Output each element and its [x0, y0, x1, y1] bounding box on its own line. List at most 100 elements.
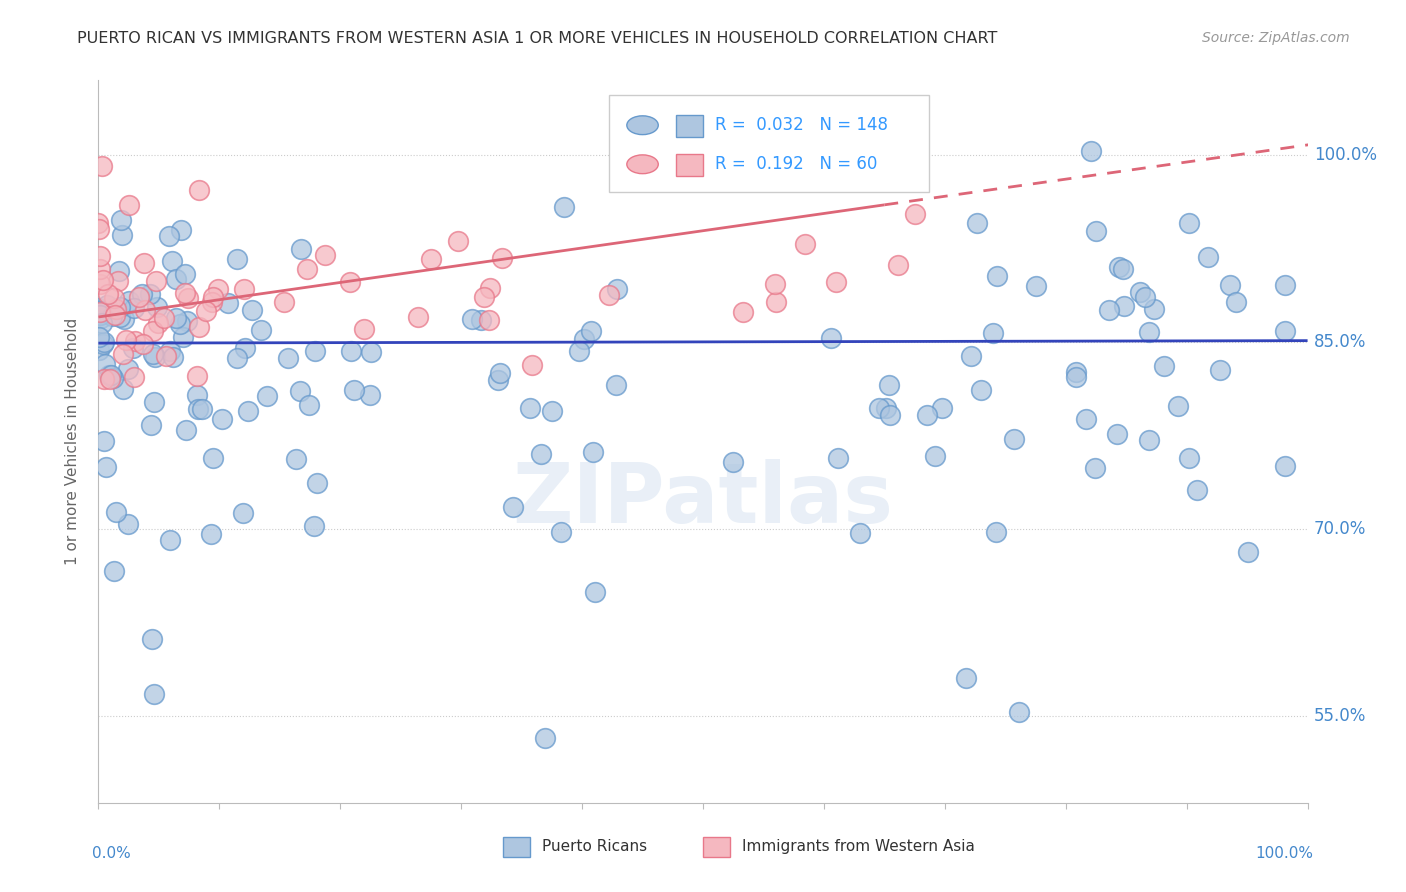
- Point: [502, 500, 524, 514]
- Point: [143, 688, 166, 702]
- Point: [314, 248, 336, 262]
- Point: [568, 344, 591, 359]
- Point: [143, 351, 166, 365]
- Point: [583, 584, 606, 599]
- Point: [1084, 461, 1107, 475]
- Point: [128, 290, 150, 304]
- Point: [87, 301, 110, 315]
- Point: [240, 302, 263, 317]
- Point: [1098, 303, 1121, 318]
- Point: [90, 311, 112, 326]
- Point: [1274, 458, 1296, 473]
- Point: [188, 183, 211, 197]
- Point: [419, 252, 441, 266]
- Point: [359, 388, 381, 402]
- Point: [96, 459, 118, 474]
- Text: R =  0.192   N = 60: R = 0.192 N = 60: [716, 155, 877, 173]
- Point: [174, 267, 197, 281]
- Point: [1167, 399, 1189, 413]
- Point: [226, 252, 249, 267]
- Point: [825, 275, 848, 289]
- Point: [112, 311, 135, 326]
- Point: [827, 450, 849, 465]
- Point: [146, 300, 169, 314]
- Point: [955, 671, 977, 685]
- Point: [139, 286, 162, 301]
- Point: [117, 362, 139, 376]
- Point: [200, 527, 222, 541]
- Point: [1080, 144, 1102, 158]
- Point: [139, 417, 162, 432]
- Point: [160, 253, 183, 268]
- Point: [97, 368, 120, 382]
- Point: [288, 384, 311, 399]
- Point: [1177, 451, 1199, 466]
- Point: [91, 159, 114, 173]
- Point: [256, 389, 278, 403]
- Point: [1237, 544, 1260, 558]
- Point: [115, 333, 138, 347]
- Point: [103, 309, 125, 323]
- Point: [1153, 359, 1175, 374]
- Point: [1107, 426, 1129, 441]
- Point: [605, 377, 627, 392]
- Point: [174, 286, 197, 301]
- Point: [104, 302, 127, 317]
- Text: 0.0%: 0.0%: [93, 847, 131, 861]
- Point: [89, 222, 111, 236]
- Text: 100.0%: 100.0%: [1256, 847, 1313, 861]
- Point: [904, 207, 927, 221]
- FancyBboxPatch shape: [703, 837, 730, 857]
- Point: [763, 277, 786, 291]
- Point: [112, 383, 135, 397]
- Text: PUERTO RICAN VS IMMIGRANTS FROM WESTERN ASIA 1 OR MORE VEHICLES IN HOUSEHOLD COR: PUERTO RICAN VS IMMIGRANTS FROM WESTERN …: [77, 31, 998, 46]
- Point: [207, 282, 229, 296]
- Point: [606, 282, 628, 296]
- Point: [1108, 260, 1130, 274]
- Point: [875, 401, 897, 415]
- Point: [519, 401, 541, 415]
- Point: [297, 261, 319, 276]
- Point: [340, 344, 363, 359]
- Point: [201, 294, 224, 309]
- Point: [408, 310, 430, 325]
- FancyBboxPatch shape: [676, 154, 703, 176]
- Point: [111, 347, 134, 361]
- Point: [794, 236, 817, 251]
- Point: [1274, 324, 1296, 338]
- Point: [177, 291, 200, 305]
- Point: [1112, 261, 1135, 276]
- Point: [1137, 325, 1160, 339]
- Point: [983, 326, 1005, 341]
- Point: [186, 369, 208, 384]
- Point: [343, 384, 366, 398]
- Point: [478, 312, 501, 326]
- Point: [89, 343, 111, 357]
- Point: [93, 335, 115, 350]
- Point: [1129, 285, 1152, 299]
- Point: [1076, 412, 1098, 426]
- Point: [90, 304, 112, 318]
- Point: [118, 198, 141, 212]
- Point: [122, 301, 145, 315]
- Point: [534, 731, 557, 745]
- Point: [174, 423, 197, 437]
- Point: [89, 305, 111, 319]
- Point: [478, 281, 501, 295]
- Point: [217, 295, 239, 310]
- FancyBboxPatch shape: [503, 837, 530, 857]
- Point: [284, 451, 307, 466]
- Text: Immigrants from Western Asia: Immigrants from Western Asia: [742, 839, 974, 855]
- Point: [110, 213, 132, 227]
- Point: [132, 337, 155, 351]
- Point: [105, 505, 128, 519]
- Point: [103, 564, 125, 578]
- Text: ZIPatlas: ZIPatlas: [513, 458, 893, 540]
- Point: [166, 310, 188, 325]
- Point: [108, 310, 131, 324]
- Point: [598, 288, 620, 302]
- Circle shape: [627, 155, 658, 174]
- Point: [553, 200, 575, 214]
- Point: [1064, 370, 1087, 384]
- Point: [101, 309, 124, 323]
